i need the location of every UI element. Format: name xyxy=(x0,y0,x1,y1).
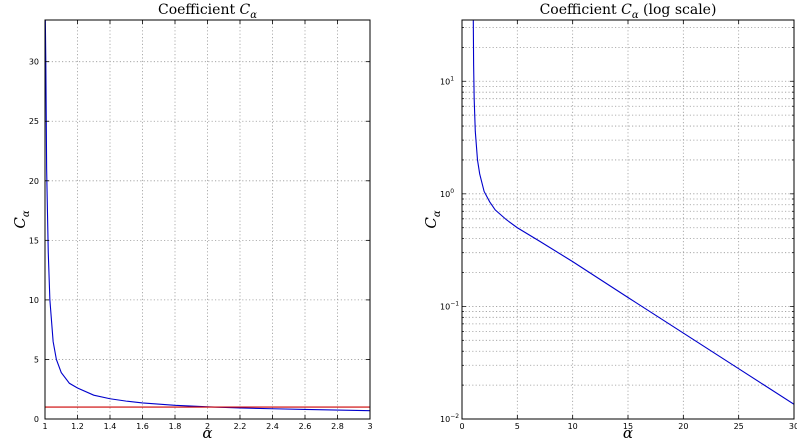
y-tick-label: 101 xyxy=(440,75,454,86)
title-symbol: C xyxy=(240,2,251,18)
x-tick-label: 1.4 xyxy=(104,422,117,431)
x-tick-label: 2.6 xyxy=(299,422,312,431)
chart-title: Coefficient Cα (log scale) xyxy=(540,2,717,21)
y-tick-label: 20 xyxy=(29,177,39,186)
plot-frame xyxy=(461,19,795,420)
x-tick-label: 25 xyxy=(734,422,744,431)
x-tick-label: 15 xyxy=(623,422,633,431)
x-tick-label: 2.4 xyxy=(266,422,279,431)
tick-exponent: −1 xyxy=(450,300,459,307)
tick-base: 10 xyxy=(440,302,450,311)
title-symbol: C xyxy=(621,2,632,18)
y-tick-label: 25 xyxy=(29,117,39,126)
x-tick-label: 1.6 xyxy=(136,422,149,431)
tick-exponent: −2 xyxy=(450,413,459,420)
tick-marks xyxy=(461,20,795,420)
y-tick-label: 10−1 xyxy=(440,300,459,311)
x-tick-label: 2.8 xyxy=(331,422,344,431)
series-line-0 xyxy=(472,20,794,405)
x-tick-label: 30 xyxy=(789,422,797,431)
x-tick-labels: 1 1.2 1.4 1.6 1.8 2 2.2 2.4 2.6 2.8 3 xyxy=(42,422,372,431)
series-group xyxy=(45,20,370,412)
chart-linear: 1 1.2 1.4 1.6 1.8 2 2.2 2.4 2.6 2.8 3 0 5 10 15 20 25 30… xyxy=(11,2,373,442)
ylabel-symbol: C xyxy=(11,217,29,229)
title-subscript: α xyxy=(250,10,257,21)
x-tick-labels: 0 5 10 15 20 25 30 xyxy=(459,422,797,431)
chart-title: Coefficient Cα xyxy=(158,2,257,21)
ylabel-subscript: α xyxy=(21,210,32,217)
tick-base: 10 xyxy=(440,190,450,199)
x-tick-label: 10 xyxy=(568,422,578,431)
grid-lines xyxy=(462,20,794,419)
x-tick-label: 1.2 xyxy=(71,422,84,431)
x-tick-label: 3 xyxy=(367,422,372,431)
x-tick-label: 20 xyxy=(678,422,688,431)
ylabel-symbol: C xyxy=(422,217,440,229)
y-tick-labels: 0 5 10 15 20 25 30 xyxy=(29,58,39,424)
tick-marks xyxy=(44,20,371,420)
title-text: Coefficient xyxy=(158,2,240,18)
x-tick-label: 5 xyxy=(515,422,520,431)
y-tick-label: 10−2 xyxy=(440,413,459,424)
x-tick-label: 1.8 xyxy=(169,422,182,431)
y-tick-label: 15 xyxy=(29,236,39,245)
y-tick-label: 100 xyxy=(440,188,454,199)
tick-exponent: 0 xyxy=(450,188,454,195)
y-axis-label: Cα xyxy=(422,210,443,228)
title-suffix: (log scale) xyxy=(639,2,717,18)
tick-base: 10 xyxy=(440,77,450,86)
x-axis-label: α xyxy=(623,424,633,442)
series-group xyxy=(472,20,794,405)
x-tick-label: 1 xyxy=(42,422,47,431)
y-tick-label: 30 xyxy=(29,58,39,67)
tick-exponent: 1 xyxy=(450,75,454,82)
y-tick-label: 10 xyxy=(29,296,39,305)
x-axis-label: α xyxy=(202,424,212,442)
y-axis-label: Cα xyxy=(11,210,32,228)
title-subscript: α xyxy=(632,10,639,21)
y-tick-label: 5 xyxy=(34,355,39,364)
y-tick-label: 0 xyxy=(34,415,39,424)
title-text: Coefficient xyxy=(540,2,622,18)
series-line-0 xyxy=(45,20,370,412)
x-tick-label: 2.2 xyxy=(234,422,247,431)
tick-base: 10 xyxy=(440,415,450,424)
ylabel-subscript: α xyxy=(432,210,443,217)
grid-lines xyxy=(45,20,370,419)
x-tick-label: 0 xyxy=(459,422,464,431)
x-tick-label: 2 xyxy=(205,422,210,431)
